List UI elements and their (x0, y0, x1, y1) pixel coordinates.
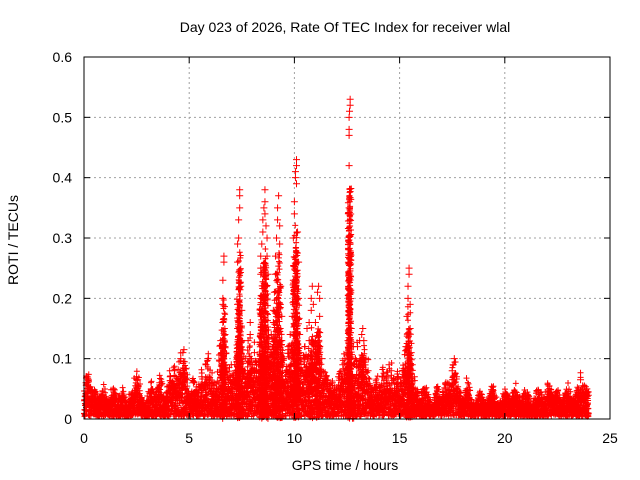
data-point (136, 387, 143, 394)
data-point (135, 383, 142, 390)
data-point (137, 381, 144, 388)
chart-title: Day 023 of 2026, Rate Of TEC Index for r… (180, 19, 510, 35)
data-point (100, 381, 107, 388)
data-point (87, 383, 94, 390)
data-points (81, 95, 592, 422)
data-point (119, 384, 126, 391)
data-point (135, 391, 142, 398)
data-point (112, 390, 119, 397)
data-point (139, 395, 146, 402)
data-point (133, 368, 140, 375)
